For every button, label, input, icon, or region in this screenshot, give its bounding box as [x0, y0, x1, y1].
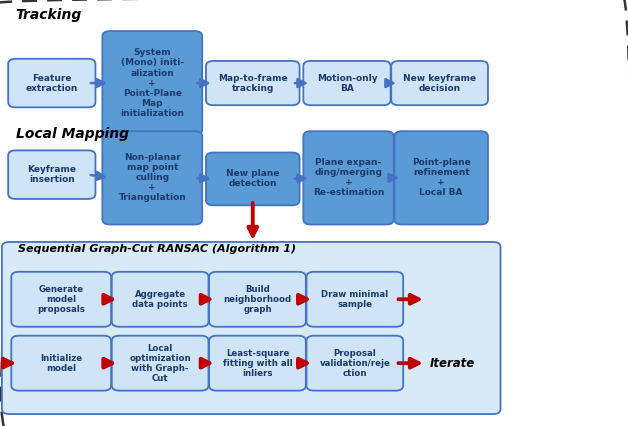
Text: Point-plane
refinement
+
Local BA: Point-plane refinement + Local BA — [412, 158, 470, 197]
FancyBboxPatch shape — [394, 131, 488, 225]
Text: Local Mapping: Local Mapping — [16, 127, 129, 141]
Text: System
(Mono) initi-
alization
+
Point-Plane
Map
initialization: System (Mono) initi- alization + Point-P… — [121, 49, 184, 118]
FancyBboxPatch shape — [8, 59, 95, 107]
FancyBboxPatch shape — [112, 336, 208, 391]
FancyBboxPatch shape — [11, 336, 111, 391]
Text: Least-square
fitting with all
inliers: Least-square fitting with all inliers — [223, 348, 292, 378]
FancyBboxPatch shape — [306, 272, 403, 327]
Text: Tracking: Tracking — [16, 8, 82, 22]
Text: Build
neighborhood
graph: Build neighborhood graph — [224, 285, 291, 314]
Text: Feature
extraction: Feature extraction — [26, 74, 78, 92]
FancyBboxPatch shape — [8, 150, 95, 199]
FancyBboxPatch shape — [102, 31, 202, 135]
FancyBboxPatch shape — [209, 272, 306, 327]
FancyBboxPatch shape — [206, 61, 300, 105]
FancyBboxPatch shape — [303, 131, 394, 225]
Text: Map-to-frame
tracking: Map-to-frame tracking — [218, 74, 288, 92]
Text: Non-planar
map point
culling
+
Triangulation: Non-planar map point culling + Triangula… — [119, 153, 186, 202]
FancyBboxPatch shape — [2, 242, 501, 414]
Text: Proposal
validation/reje
ction: Proposal validation/reje ction — [320, 348, 390, 378]
FancyBboxPatch shape — [206, 153, 300, 205]
Text: Draw minimal
sample: Draw minimal sample — [322, 290, 388, 309]
Text: Local
optimization
with Graph-
Cut: Local optimization with Graph- Cut — [129, 344, 191, 383]
FancyBboxPatch shape — [11, 272, 111, 327]
FancyBboxPatch shape — [102, 131, 202, 225]
Text: Keyframe
insertion: Keyframe insertion — [27, 165, 77, 184]
FancyBboxPatch shape — [391, 61, 488, 105]
FancyBboxPatch shape — [303, 61, 391, 105]
Text: New keyframe
decision: New keyframe decision — [403, 74, 476, 92]
Text: Iterate: Iterate — [430, 357, 475, 370]
Text: Aggregate
data points: Aggregate data points — [133, 290, 188, 309]
FancyBboxPatch shape — [306, 336, 403, 391]
Text: Initialize
model: Initialize model — [40, 354, 82, 373]
FancyBboxPatch shape — [112, 272, 208, 327]
Text: Plane expan-
ding/merging
+
Re-estimation: Plane expan- ding/merging + Re-estimatio… — [313, 158, 384, 197]
Text: Motion-only
BA: Motion-only BA — [317, 74, 377, 92]
Text: New plane
detection: New plane detection — [226, 170, 279, 188]
Text: Generate
model
proposals: Generate model proposals — [37, 285, 85, 314]
FancyBboxPatch shape — [209, 336, 306, 391]
Text: Sequential Graph-Cut RANSAC (Algorithm 1): Sequential Graph-Cut RANSAC (Algorithm 1… — [18, 244, 296, 254]
